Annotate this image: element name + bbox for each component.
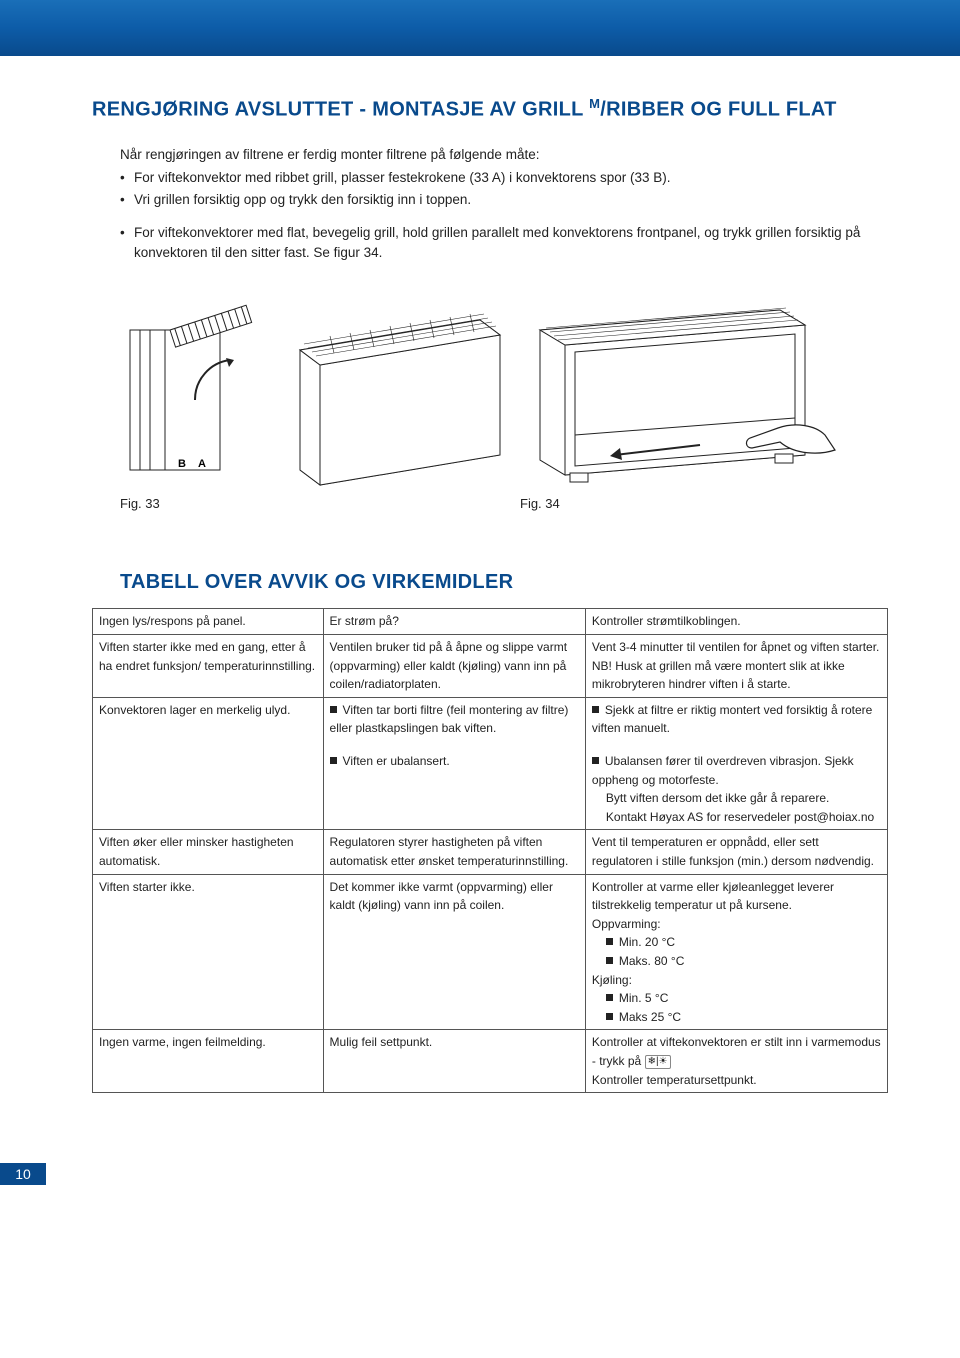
cell: Ingen lys/respons på panel. (93, 609, 324, 635)
cell: Ventilen bruker tid på å åpne og slippe … (323, 635, 585, 698)
title-sup: M (589, 96, 600, 111)
troubleshooting-table: Ingen lys/respons på panel. Er strøm på?… (92, 608, 888, 1093)
cell: Er strøm på? (323, 609, 585, 635)
cell: Ingen varme, ingen feilmelding. (93, 1030, 324, 1093)
header-gradient-bar (0, 0, 960, 56)
cell-text: Viften tar borti filtre (feil montering … (330, 703, 569, 736)
cell: Vent til temperaturen er oppnådd, eller … (585, 830, 887, 874)
cell: Kontroller strømtilkoblingen. (585, 609, 887, 635)
cell-text: Sjekk at filtre er riktig montert ved fo… (592, 703, 872, 736)
cell-text: Kontroller at viftekonvektoren er stilt … (592, 1035, 881, 1068)
square-bullet-icon (606, 1013, 613, 1020)
fig33-label-b: B (178, 458, 186, 470)
intro-bullet-1: For viftekonvektor med ribbet grill, pla… (120, 168, 888, 188)
intro-bullet-2: Vri grillen forsiktig opp og trykk den f… (120, 190, 888, 210)
cell-text: Kjøling: (592, 971, 881, 990)
cell: Konvektoren lager en merkelig ulyd. (93, 697, 324, 830)
page-content: RENGJØRING AVSLUTTET - MONTASJE AV GRILL… (0, 56, 960, 1123)
table-row: Viften øker eller minsker hastigheten au… (93, 830, 888, 874)
table-row: Konvektoren lager en merkelig ulyd. Vift… (93, 697, 888, 830)
cell: Regulatoren styrer hastigheten på viften… (323, 830, 585, 874)
cell-text: Kontroller temperatursettpunkt. (592, 1071, 881, 1090)
page-number: 10 (0, 1163, 46, 1185)
cell-text: Bytt viften dersom det ikke går å repare… (592, 789, 881, 808)
square-bullet-icon (330, 757, 337, 764)
figure-33: B A Fig. 33 (120, 290, 510, 511)
title-pre: RENGJØRING AVSLUTTET - MONTASJE AV GRILL (92, 99, 589, 121)
square-bullet-icon (330, 706, 337, 713)
cell: Kontroller at varme eller kjøleanlegget … (585, 874, 887, 1030)
cell: Vent 3-4 minutter til ventilen for åpnet… (585, 635, 887, 698)
square-bullet-icon (606, 994, 613, 1001)
cell: Kontroller at viftekonvektoren er stilt … (585, 1030, 887, 1093)
cell: Sjekk at filtre er riktig montert ved fo… (585, 697, 887, 830)
mode-button-icon: ❄|☀ (645, 1055, 671, 1069)
fig33-label-a: A (198, 458, 206, 470)
cell-text: Min. 5 °C (619, 991, 668, 1005)
square-bullet-icon (592, 706, 599, 713)
cell-text: Viften er ubalansert. (343, 754, 450, 768)
figure-34: Fig. 34 (520, 290, 850, 511)
square-bullet-icon (592, 757, 599, 764)
cell: Viften øker eller minsker hastigheten au… (93, 830, 324, 874)
square-bullet-icon (606, 957, 613, 964)
square-bullet-icon (606, 938, 613, 945)
cell: Viften tar borti filtre (feil montering … (323, 697, 585, 830)
cell-text: Oppvarming: (592, 915, 881, 934)
fig34-caption: Fig. 34 (520, 496, 850, 511)
cell-text: Ubalansen fører til overdreven vibrasjon… (592, 754, 854, 787)
table-row: Viften starter ikke med en gang, etter å… (93, 635, 888, 698)
table-title: TABELL OVER AVVIK OG VIRKEMIDLER (120, 571, 888, 594)
cell-text: Maks. 80 °C (619, 954, 684, 968)
intro-bullet-3: For viftekonvektorer med flat, bevegelig… (120, 223, 888, 262)
intro-lead: Når rengjøringen av filtrene er ferdig m… (120, 145, 888, 165)
fig33-caption: Fig. 33 (120, 496, 510, 511)
table-row: Viften starter ikke. Det kommer ikke var… (93, 874, 888, 1030)
cell-text: Maks 25 °C (619, 1010, 681, 1024)
cell-text: Kontroller at varme eller kjøleanlegget … (592, 878, 881, 915)
table-row: Ingen lys/respons på panel. Er strøm på?… (93, 609, 888, 635)
cell: Viften starter ikke. (93, 874, 324, 1030)
cell-text: Kontakt Høyax AS for reservedeler post@h… (592, 808, 881, 827)
cell: Mulig feil settpunkt. (323, 1030, 585, 1093)
intro-block: Når rengjøringen av filtrene er ferdig m… (92, 145, 888, 210)
table-row: Ingen varme, ingen feilmelding. Mulig fe… (93, 1030, 888, 1093)
title-post: /RIBBER OG FULL FLAT (600, 99, 836, 121)
cell: Det kommer ikke varmt (oppvarming) eller… (323, 874, 585, 1030)
intro-block-2: For viftekonvektorer med flat, bevegelig… (92, 223, 888, 262)
section-title: RENGJØRING AVSLUTTET - MONTASJE AV GRILL… (92, 96, 888, 123)
cell: Viften starter ikke med en gang, etter å… (93, 635, 324, 698)
figure-row: B A Fig. 33 (120, 290, 888, 511)
cell-text: Min. 20 °C (619, 935, 675, 949)
